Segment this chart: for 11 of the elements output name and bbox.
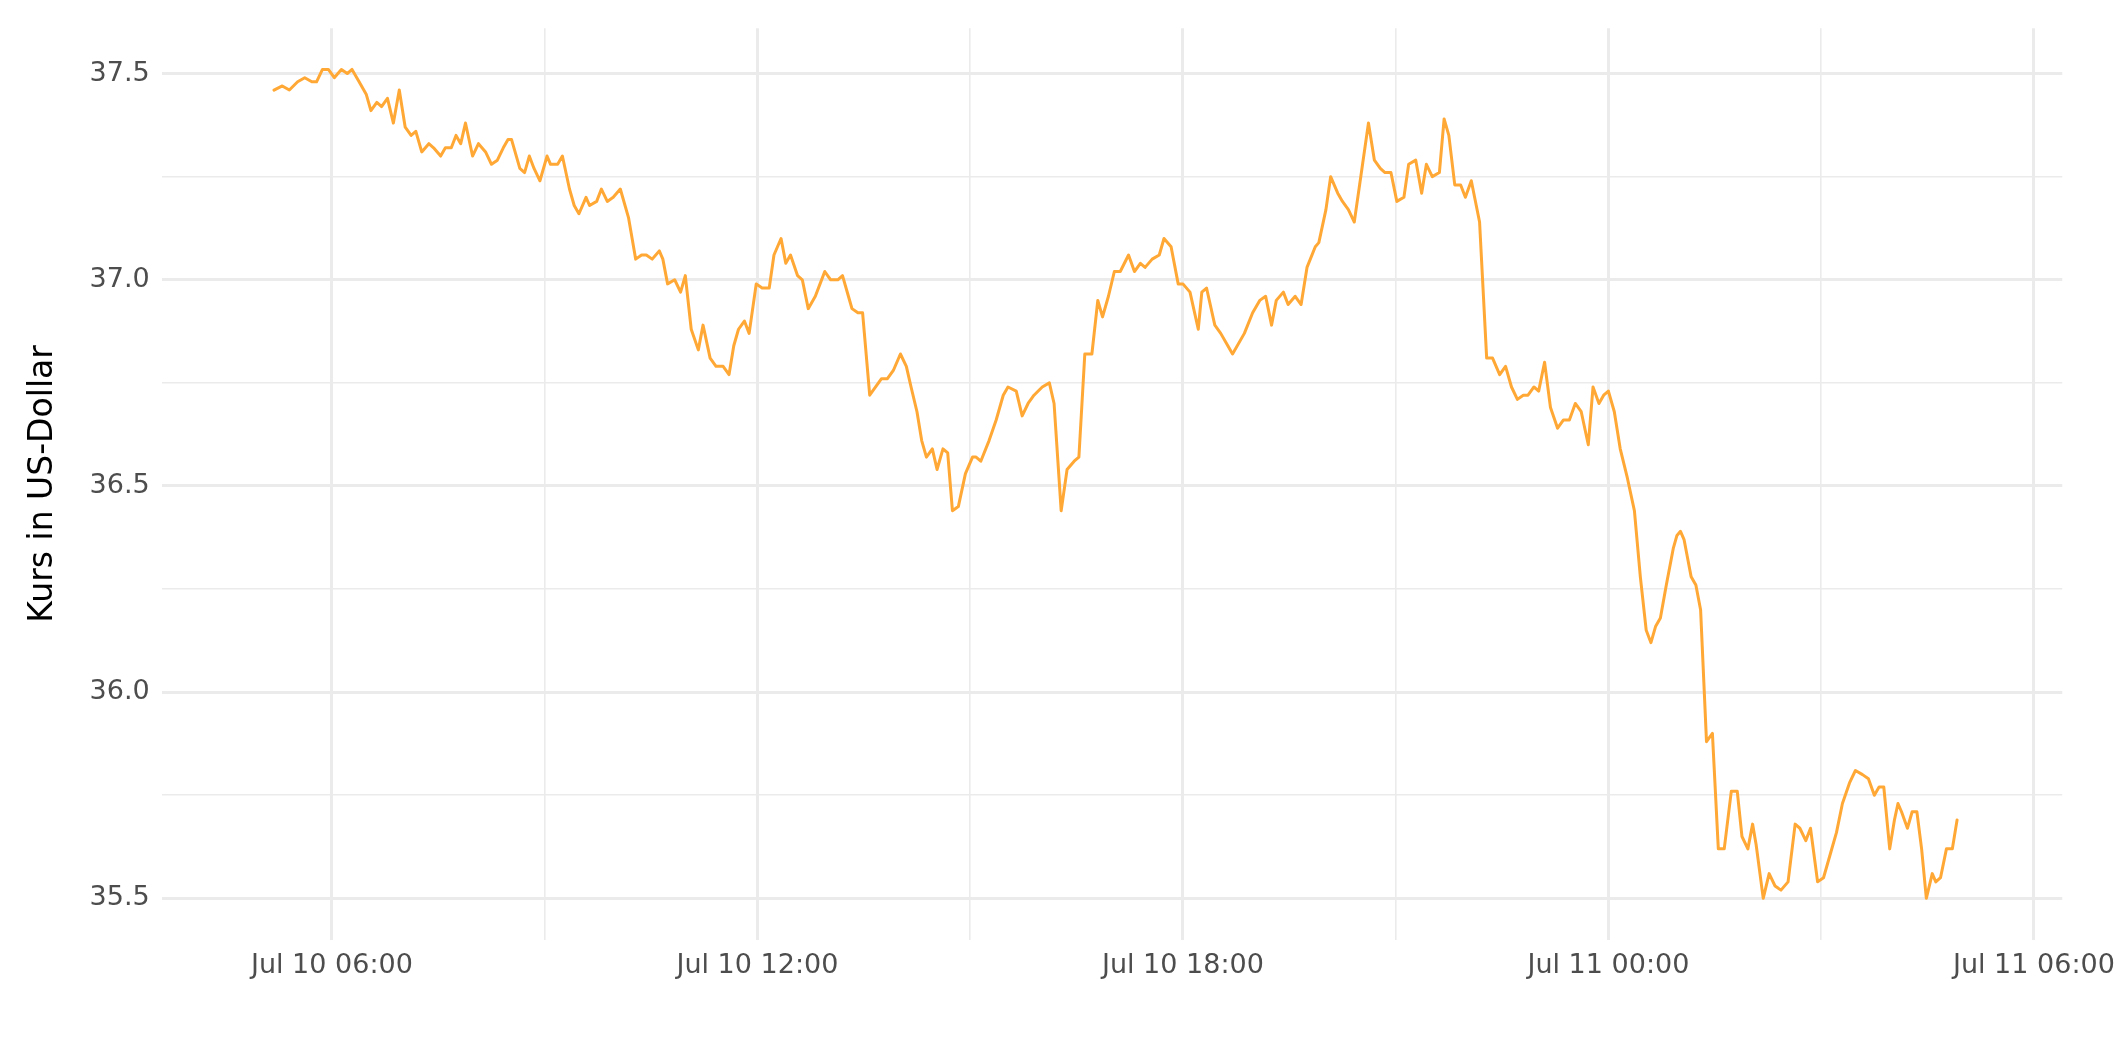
x-tick-label: Jul 11 06:00	[1950, 947, 2115, 979]
y-tick-label: 35.5	[89, 880, 150, 912]
y-tick-label: 37.5	[89, 55, 150, 87]
y-tick-label: 36.5	[89, 467, 150, 499]
x-tick-label: Jul 10 18:00	[1099, 947, 1264, 979]
x-tick-label: Jul 10 12:00	[674, 947, 839, 979]
x-tick-label: Jul 10 06:00	[248, 947, 413, 979]
y-axis-title: Kurs in US-Dollar	[21, 344, 61, 623]
y-tick-label: 36.0	[89, 674, 150, 706]
x-tick-label: Jul 11 00:00	[1525, 947, 1690, 979]
y-tick-label: 37.0	[89, 261, 150, 293]
